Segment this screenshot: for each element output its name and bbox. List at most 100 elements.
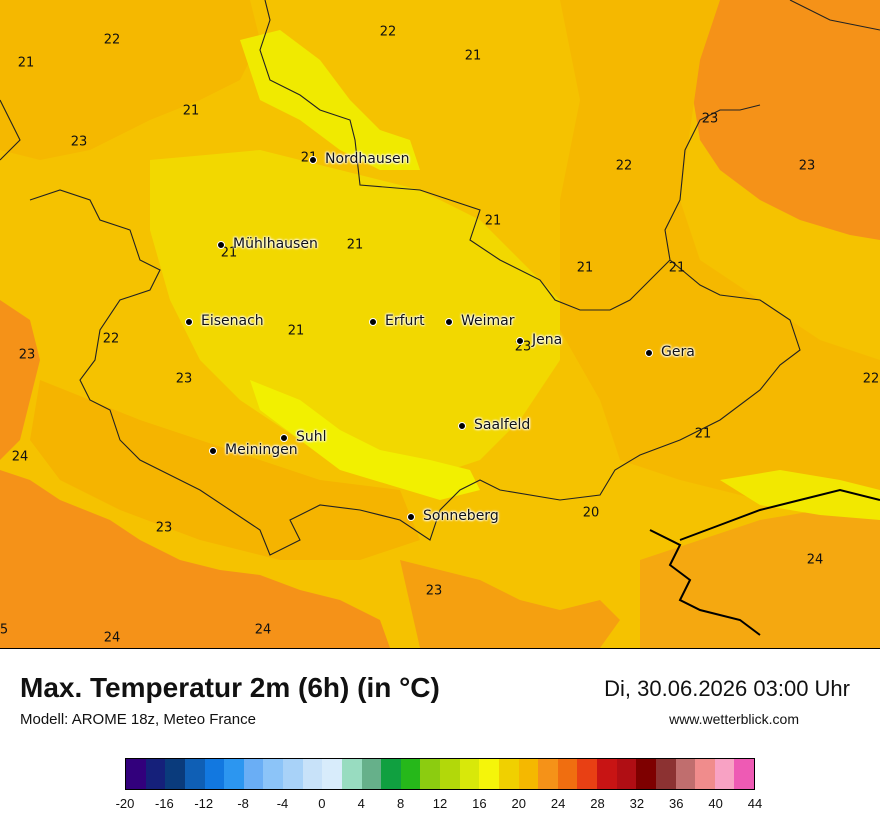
legend-color-cell	[204, 759, 225, 789]
city-dot	[369, 318, 377, 326]
legend-tick-label: 0	[318, 796, 326, 811]
legend-tick-label: 28	[590, 796, 605, 811]
legend-color-cell	[557, 759, 578, 789]
temperature-value: 5	[0, 622, 9, 638]
temperature-value: 21	[182, 103, 200, 119]
temperature-value: 21	[694, 426, 712, 442]
legend-color-cell	[695, 759, 715, 789]
city-dot	[185, 318, 193, 326]
legend-tick-label: -8	[237, 796, 249, 811]
legend-color-cell	[224, 759, 244, 789]
city-dot	[407, 513, 415, 521]
country-border	[649, 488, 880, 636]
legend-color-cell	[243, 759, 264, 789]
legend-color-cell	[302, 759, 323, 789]
legend-tick-label: -16	[154, 796, 174, 811]
legend-color-cell	[616, 759, 637, 789]
warm-zone-northeast	[690, 0, 880, 240]
forecast-date: Di, 30.06.2026 03:00 Uhr	[604, 676, 850, 701]
legend-tick-label: 36	[669, 796, 684, 811]
cool-zone-forest	[250, 380, 480, 500]
temperature-value: 24	[103, 630, 121, 646]
temperature-value: 22	[862, 371, 880, 387]
city-dot	[516, 337, 524, 345]
legend-color-cell	[184, 759, 205, 789]
legend-color-cell	[597, 759, 617, 789]
legend-color-cell	[440, 759, 460, 789]
legend-color-cell	[283, 759, 303, 789]
temperature-field	[0, 0, 880, 648]
temperature-value: 24	[11, 449, 29, 465]
legend-color-cell	[655, 759, 676, 789]
legend-color-cell	[675, 759, 696, 789]
temperature-value: 22	[103, 32, 121, 48]
legend-tick-label: 4	[357, 796, 365, 811]
legend-color-cell	[479, 759, 499, 789]
legend-color-cell	[165, 759, 185, 789]
legend-tick-label: 8	[397, 796, 405, 811]
temperature-value: 23	[18, 347, 36, 363]
site-url: www.wetterblick.com	[669, 711, 799, 727]
city-dot	[209, 447, 217, 455]
warm-zone-west	[0, 300, 40, 460]
city-label: Suhl	[296, 429, 327, 445]
temperature-value: 21	[484, 213, 502, 229]
city-dot	[458, 422, 466, 430]
legend-tick-label: -4	[276, 796, 289, 811]
temperature-value: 24	[806, 552, 824, 568]
legend-tick-label: 24	[550, 796, 566, 811]
legend-color-cell	[361, 759, 382, 789]
mid-zone-east	[560, 0, 880, 500]
cool-zone-southeast	[720, 470, 880, 520]
city-label: Meiningen	[225, 442, 298, 458]
legend-color-cell	[322, 759, 342, 789]
warm-zone-southwest	[0, 470, 390, 648]
city-dot	[309, 156, 317, 164]
legend-tick-label: 20	[511, 796, 526, 811]
mid-zone-north	[0, 0, 260, 160]
city-label: Sonneberg	[423, 508, 499, 524]
city-label: Gera	[661, 344, 695, 360]
city-label: Weimar	[461, 313, 515, 329]
state-border	[0, 0, 801, 556]
legend-color-cell	[714, 759, 735, 789]
legend-color-cell	[341, 759, 362, 789]
temperature-value: 21	[220, 245, 238, 261]
city-dot	[445, 318, 453, 326]
city-label: Erfurt	[385, 313, 425, 329]
legend-color-cell	[381, 759, 401, 789]
legend-color-cell	[400, 759, 421, 789]
legend-color-cell	[518, 759, 539, 789]
temperature-map	[0, 0, 880, 649]
legend-tick-label: -20	[115, 796, 135, 811]
model-info: Modell: AROME 18z, Meteo France	[20, 711, 256, 728]
city-label: Jena	[532, 332, 563, 348]
temperature-value: 22	[102, 331, 120, 347]
legend-color-cell	[577, 759, 597, 789]
legend-color-cell	[734, 759, 754, 789]
temperature-value: 21	[668, 260, 686, 276]
page-title: Max. Temperatur 2m (6h) (in °C)	[20, 672, 440, 703]
temperature-value: 22	[615, 158, 633, 174]
region-border-ne	[789, 0, 880, 31]
legend-color-cell	[263, 759, 283, 789]
warm-zone-south	[400, 560, 620, 648]
temperature-value: 21	[576, 260, 594, 276]
temperature-value: 20	[582, 505, 600, 521]
legend-color-cell	[538, 759, 558, 789]
legend-color-cell	[498, 759, 519, 789]
legend-color-cell	[145, 759, 166, 789]
cool-zone-center	[150, 150, 560, 480]
temperature-value: 23	[425, 583, 443, 599]
legend-tick-label: 16	[472, 796, 487, 811]
temperature-value: 23	[701, 111, 719, 127]
temperature-value: 21	[17, 55, 35, 71]
city-dot	[217, 241, 225, 249]
legend-color-cell	[459, 759, 480, 789]
warm-zone-southeast	[640, 510, 880, 648]
temperature-value: 21	[346, 237, 364, 253]
legend-tick-label: -12	[194, 796, 214, 811]
legend-tick-label: 44	[747, 796, 763, 811]
temperature-value: 23	[70, 134, 88, 150]
legend-color-cell	[420, 759, 440, 789]
